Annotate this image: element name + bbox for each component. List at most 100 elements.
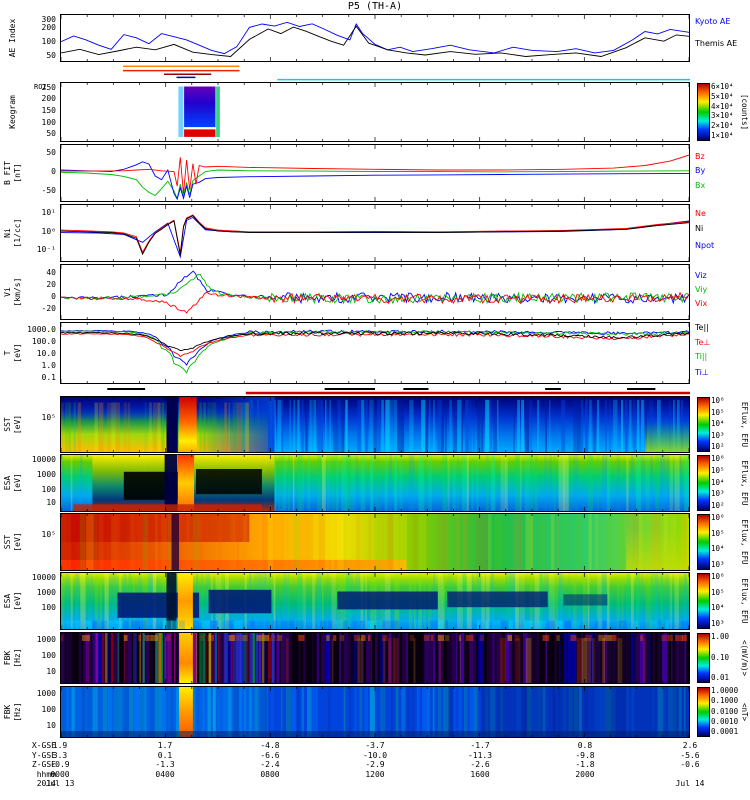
colorbar-tick-label: 2×10⁴ bbox=[711, 121, 734, 131]
legend-bz: Bz bbox=[695, 151, 705, 161]
plot-title: P5 (TH-A) bbox=[347, 1, 403, 12]
colorbar-tick-label: 6×10⁴ bbox=[711, 82, 734, 91]
legend-themis-ae: Themis AE bbox=[695, 38, 738, 48]
panel-sst-i-plot bbox=[61, 514, 689, 570]
axis-label-fbk-e: FBK bbox=[3, 650, 12, 666]
axis-value: 1.9 bbox=[52, 741, 68, 750]
panel-esa-i-plot bbox=[61, 573, 689, 629]
y-tick-label: 10¹ bbox=[41, 207, 56, 217]
axis-value: -5.6 bbox=[680, 750, 700, 760]
colorbar-tick-label: 0.0001 bbox=[711, 727, 739, 736]
axis-value: -0.6 bbox=[680, 760, 700, 769]
panel-fbk-e-plot bbox=[61, 633, 689, 683]
y-tick-label: 10 bbox=[46, 667, 56, 676]
colorbar-unit-esa-e: EFlux, EFU bbox=[740, 460, 749, 506]
y-tick-label: 50 bbox=[46, 129, 56, 139]
panel-vi-plot bbox=[61, 265, 689, 319]
colorbar-tick-label: 3×10⁴ bbox=[711, 111, 734, 121]
series-ti-perp bbox=[61, 329, 689, 366]
colorbar-tick-label: 4×10⁴ bbox=[711, 101, 734, 111]
axis-value: 1600 bbox=[470, 769, 490, 779]
axis-value: 2.6 bbox=[682, 741, 698, 750]
series-themis-ae bbox=[61, 25, 689, 57]
colorbar-unit-keogram: [counts] bbox=[740, 93, 749, 131]
legend-ti-: Ti⊥ bbox=[695, 367, 709, 377]
colorbar-tick-label: 10⁵ bbox=[711, 407, 725, 417]
series-ne bbox=[61, 214, 689, 254]
axis-value: -6.6 bbox=[260, 750, 280, 760]
corner-label-keogram: ROI bbox=[34, 83, 47, 91]
panel-ni-plot bbox=[61, 205, 689, 261]
colorbar-tick-label: 0.01 bbox=[711, 673, 730, 682]
panel-bfit-plot bbox=[61, 145, 689, 201]
axis-label-bfit: B FIT bbox=[3, 160, 12, 186]
y-tick-label: 10 bbox=[46, 498, 56, 508]
legend-by: By bbox=[695, 166, 706, 176]
panel-fbk-e bbox=[60, 632, 690, 684]
colorbar-tick-label: 1×10⁴ bbox=[711, 131, 734, 140]
y-tick-label: 100.0 bbox=[31, 337, 56, 347]
series-ni bbox=[61, 215, 689, 256]
panel-ni bbox=[60, 204, 690, 262]
axis-label-esa-e: ESA bbox=[3, 475, 12, 491]
y-tick-label: 10⁰ bbox=[41, 226, 56, 236]
series-viz bbox=[61, 270, 689, 305]
axis-sublabel-sst-i: [eV] bbox=[13, 532, 22, 552]
axis-value: -0.9 bbox=[50, 760, 70, 769]
y-tick-label: 1.0 bbox=[41, 361, 56, 371]
y-tick-label: 100 bbox=[41, 651, 56, 660]
colorbar-keogram bbox=[697, 83, 710, 141]
colorbar-tick-label: 10⁶ bbox=[711, 513, 725, 522]
axis-value: 1.7 bbox=[157, 741, 173, 750]
panel-roi-plot bbox=[123, 65, 690, 81]
y-tick-label: 250 bbox=[41, 82, 56, 92]
axis-label-fbk-b: FBK bbox=[3, 704, 12, 720]
series-te-perp bbox=[61, 332, 689, 358]
y-tick-label: 10000 bbox=[31, 454, 56, 464]
y-tick-label: 1000 bbox=[36, 688, 56, 698]
series-npot bbox=[61, 216, 689, 259]
colorbar-unit-sst-e: EFlux, EFU bbox=[740, 401, 749, 448]
panel-esa-e-plot bbox=[61, 455, 689, 511]
panel-sst-i bbox=[60, 513, 690, 571]
panel-sst-e-plot bbox=[61, 397, 689, 452]
legend-viy: Viy bbox=[695, 285, 708, 295]
axis-value: -9.8 bbox=[575, 750, 595, 760]
panel-sst-e bbox=[60, 396, 690, 453]
panel-roi bbox=[60, 63, 690, 81]
colorbar-tick-label: 10³ bbox=[711, 560, 725, 569]
colorbar-tick-label: 10⁶ bbox=[711, 396, 725, 405]
y-tick-label: 20 bbox=[46, 280, 56, 289]
colorbar-tick-label: 10³ bbox=[711, 489, 725, 499]
axis-value: 1200 bbox=[365, 769, 385, 779]
axis-row-label: X-GSE bbox=[31, 741, 56, 750]
colorbar-tick-label: 10⁵ bbox=[711, 587, 725, 597]
panel-fbk-b bbox=[60, 686, 690, 738]
series-vix bbox=[61, 291, 689, 314]
legend-viz: Viz bbox=[695, 271, 707, 281]
axis-sublabel-sst-e: [eV] bbox=[13, 414, 22, 435]
y-tick-label: 0.1 bbox=[41, 373, 56, 383]
colorbar-tick-label: 1.0000 bbox=[711, 686, 739, 695]
colorbar-tick-label: 10⁶ bbox=[711, 454, 725, 463]
axis-value: 0000 bbox=[50, 769, 70, 779]
axis-row-label: hhmm bbox=[36, 769, 56, 779]
axis-label-esa-i: ESA bbox=[3, 593, 12, 609]
colorbar-tick-label: 10² bbox=[711, 501, 725, 510]
colorbar-tick-label: 10⁵ bbox=[711, 528, 725, 538]
axis-row-label: Y-GSE bbox=[31, 750, 56, 760]
colorbar-tick-label: 10⁴ bbox=[711, 603, 725, 613]
axis-label-sst-e: SST bbox=[3, 417, 12, 432]
y-tick-label: 10⁻¹ bbox=[36, 245, 56, 255]
legend-kyoto-ae: Kyoto AE bbox=[695, 17, 731, 27]
panel-esa-e bbox=[60, 454, 690, 512]
colorbar-esa-e bbox=[697, 455, 710, 511]
y-tick-label: 1000.0 bbox=[27, 325, 56, 335]
axis-label-ni: Ni bbox=[3, 228, 12, 238]
colorbar-unit-fbk-b: <nT> bbox=[740, 702, 749, 722]
colorbar-unit-esa-i: EFlux, EFU bbox=[740, 578, 749, 624]
y-tick-label: 200 bbox=[41, 22, 56, 32]
axis-value: -3.7 bbox=[365, 741, 385, 750]
colorbar-tick-label: 10⁶ bbox=[711, 572, 725, 581]
colorbar-fbk-b bbox=[697, 687, 710, 737]
